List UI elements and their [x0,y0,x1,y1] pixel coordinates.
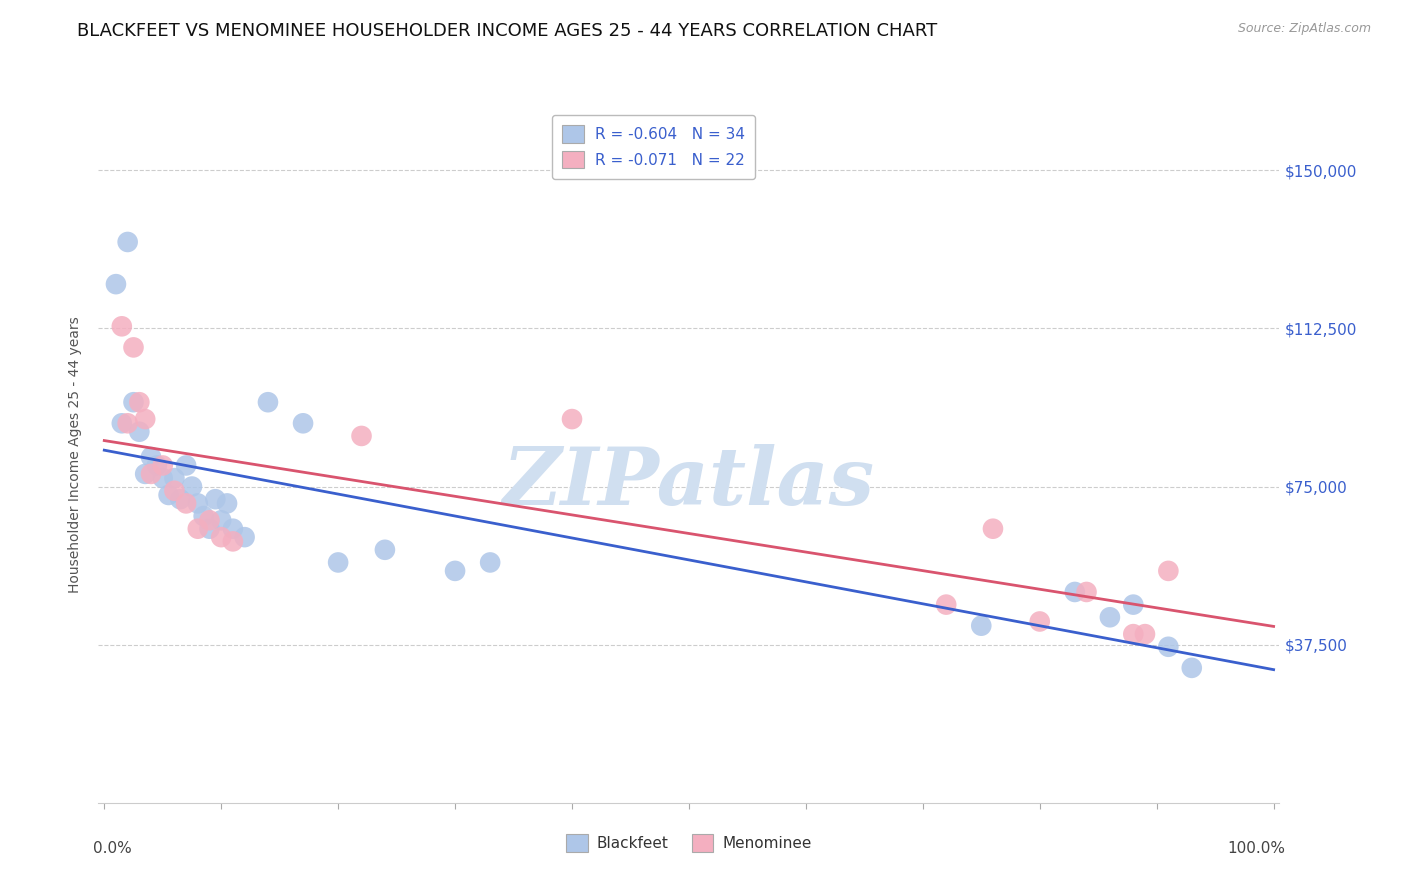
Point [215,496,238,510]
Point [163,483,186,498]
Point [146,458,169,473]
Point [1122,598,1144,612]
Legend: Blackfeet, Menominee: Blackfeet, Menominee [560,828,818,858]
Point [152,471,174,485]
Point [326,556,349,570]
Point [117,235,139,249]
Point [128,425,150,439]
Point [187,496,209,510]
Point [222,534,245,549]
Text: ZIPatlas: ZIPatlas [503,444,875,522]
Point [1133,627,1156,641]
Point [193,509,215,524]
Point [134,412,156,426]
Point [209,530,232,544]
Point [1098,610,1121,624]
Point [479,556,502,570]
Point [152,458,174,473]
Point [561,412,583,426]
Point [134,467,156,481]
Point [292,417,315,431]
Point [128,395,150,409]
Point [1122,627,1144,641]
Point [222,522,245,536]
Y-axis label: Householder Income Ages 25 - 44 years: Householder Income Ages 25 - 44 years [69,317,83,593]
Point [233,530,256,544]
Point [139,450,162,464]
Point [970,618,993,632]
Point [111,319,134,334]
Point [1157,640,1180,654]
Text: Source: ZipAtlas.com: Source: ZipAtlas.com [1237,22,1371,36]
Point [1029,615,1052,629]
Point [122,395,145,409]
Point [163,471,186,485]
Point [1157,564,1180,578]
Point [444,564,467,578]
Point [1181,661,1204,675]
Point [204,492,226,507]
Text: 100.0%: 100.0% [1227,841,1285,856]
Point [181,479,204,493]
Point [174,458,197,473]
Point [139,467,162,481]
Point [157,488,180,502]
Point [209,513,232,527]
Point [187,522,209,536]
Point [374,542,396,557]
Point [117,417,139,431]
Point [174,496,197,510]
Point [350,429,373,443]
Point [257,395,280,409]
Point [198,513,221,527]
Point [169,492,191,507]
Point [935,598,957,612]
Point [122,340,145,354]
Point [981,522,1004,536]
Point [1063,585,1085,599]
Text: BLACKFEET VS MENOMINEE HOUSEHOLDER INCOME AGES 25 - 44 YEARS CORRELATION CHART: BLACKFEET VS MENOMINEE HOUSEHOLDER INCOM… [77,22,938,40]
Point [1076,585,1098,599]
Point [198,522,221,536]
Point [104,277,127,292]
Text: 0.0%: 0.0% [93,841,131,856]
Point [111,417,134,431]
